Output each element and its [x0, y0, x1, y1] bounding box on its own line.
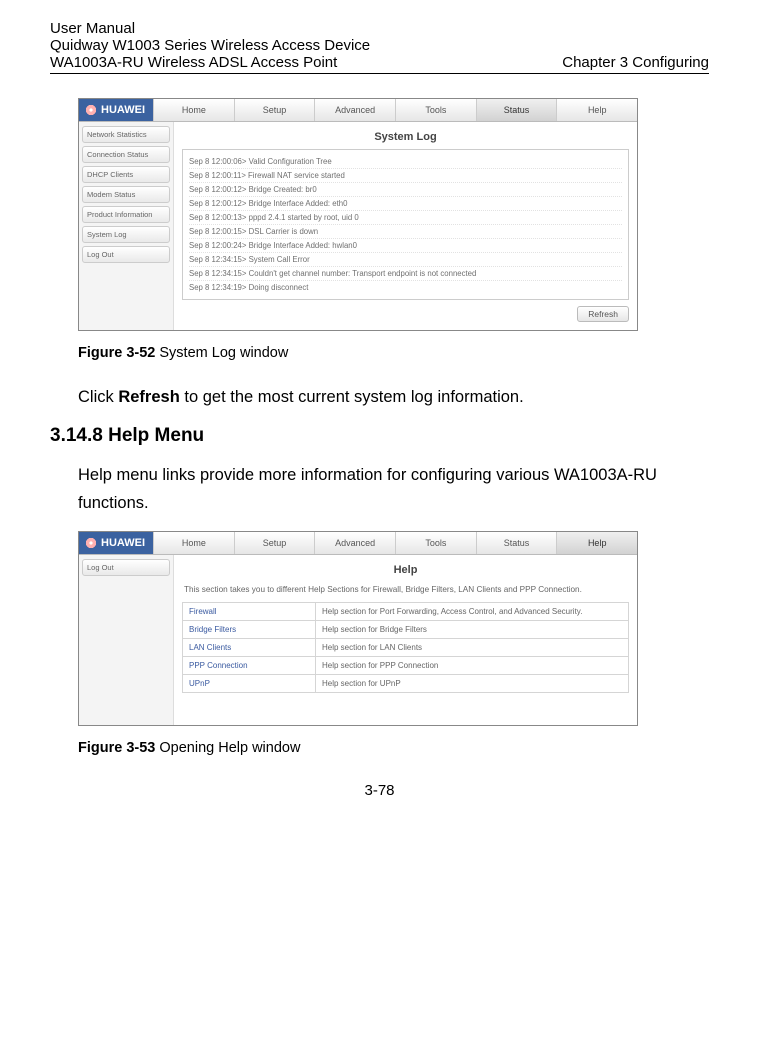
button-row: Refresh — [182, 306, 629, 322]
log-line: Sep 8 12:34:19> Doing disconnect — [189, 281, 622, 294]
table-row: Bridge Filters Help section for Bridge F… — [183, 621, 629, 639]
top-tabs: Home Setup Advanced Tools Status Help — [153, 532, 637, 554]
huawei-logo: HUAWEI — [79, 99, 153, 121]
figure-52-container: HUAWEI Home Setup Advanced Tools Status … — [78, 98, 709, 411]
logo-text: HUAWEI — [101, 104, 145, 116]
header-left: WA1003A-RU Wireless ADSL Access Point — [50, 54, 337, 71]
help-link[interactable]: Bridge Filters — [183, 621, 316, 639]
help-link[interactable]: Firewall — [183, 603, 316, 621]
text: to get the most current system log infor… — [180, 388, 524, 406]
help-desc: Help section for LAN Clients — [316, 639, 629, 657]
figure-number: Figure 3-52 — [78, 345, 155, 361]
figure-title: Opening Help window — [155, 740, 300, 756]
tab-status[interactable]: Status — [476, 99, 557, 121]
header-line-3: WA1003A-RU Wireless ADSL Access Point Ch… — [50, 54, 709, 74]
main-panel: Help This section takes you to different… — [174, 555, 637, 725]
help-desc: Help section for Bridge Filters — [316, 621, 629, 639]
log-line: Sep 8 12:00:24> Bridge Interface Added: … — [189, 239, 622, 253]
huawei-flower-icon — [85, 537, 97, 549]
sidebar-item[interactable]: System Log — [82, 226, 170, 243]
figure-53-caption: Figure 3-53 Opening Help window — [78, 740, 709, 756]
tab-setup[interactable]: Setup — [234, 532, 315, 554]
help-desc: Help section for UPnP — [316, 675, 629, 693]
text: Help menu links provide more information… — [78, 466, 657, 512]
tab-help[interactable]: Help — [556, 532, 637, 554]
tab-advanced[interactable]: Advanced — [314, 99, 395, 121]
refresh-button[interactable]: Refresh — [577, 306, 629, 322]
sidebar-item[interactable]: DHCP Clients — [82, 166, 170, 183]
figure-52-caption: Figure 3-52 System Log window — [78, 345, 709, 361]
refresh-bold: Refresh — [118, 388, 179, 406]
sidebar: Log Out — [79, 555, 174, 725]
header-line-2: Quidway W1003 Series Wireless Access Dev… — [50, 37, 709, 54]
log-line: Sep 8 12:00:06> Valid Configuration Tree — [189, 155, 622, 169]
help-intro-text: This section takes you to different Help… — [182, 582, 629, 602]
huawei-logo: HUAWEI — [79, 532, 153, 554]
tab-advanced[interactable]: Advanced — [314, 532, 395, 554]
system-log-box: Sep 8 12:00:06> Valid Configuration Tree… — [182, 149, 629, 300]
help-desc: Help section for PPP Connection — [316, 657, 629, 675]
tab-help[interactable]: Help — [556, 99, 637, 121]
text: Click — [78, 388, 118, 406]
tab-status[interactable]: Status — [476, 532, 557, 554]
figure-53-container: HUAWEI Home Setup Advanced Tools Status … — [78, 531, 709, 756]
logo-text: HUAWEI — [101, 537, 145, 549]
sidebar-item[interactable]: Connection Status — [82, 146, 170, 163]
screenshot-system-log: HUAWEI Home Setup Advanced Tools Status … — [78, 98, 638, 331]
header-right: Chapter 3 Configuring — [562, 54, 709, 71]
screenshot-body: Log Out Help This section takes you to d… — [79, 555, 637, 725]
section-heading: 3.14.8 Help Menu — [50, 425, 709, 447]
log-line: Sep 8 12:00:12> Bridge Interface Added: … — [189, 197, 622, 211]
sidebar-item[interactable]: Log Out — [82, 246, 170, 263]
top-tabs: Home Setup Advanced Tools Status Help — [153, 99, 637, 121]
help-link[interactable]: LAN Clients — [183, 639, 316, 657]
log-line: Sep 8 12:00:13> pppd 2.4.1 started by ro… — [189, 211, 622, 225]
screenshot-help: HUAWEI Home Setup Advanced Tools Status … — [78, 531, 638, 726]
screenshot-topbar: HUAWEI Home Setup Advanced Tools Status … — [79, 532, 637, 555]
tab-tools[interactable]: Tools — [395, 99, 476, 121]
main-panel: System Log Sep 8 12:00:06> Valid Configu… — [174, 122, 637, 330]
page: User Manual Quidway W1003 Series Wireles… — [0, 0, 759, 829]
tab-home[interactable]: Home — [153, 99, 234, 121]
log-line: Sep 8 12:00:12> Bridge Created: br0 — [189, 183, 622, 197]
sidebar-item[interactable]: Log Out — [82, 559, 170, 576]
sidebar: Network Statistics Connection Status DHC… — [79, 122, 174, 330]
tab-setup[interactable]: Setup — [234, 99, 315, 121]
header-line-1: User Manual — [50, 20, 709, 37]
screenshot-body: Network Statistics Connection Status DHC… — [79, 122, 637, 330]
figure-number: Figure 3-53 — [78, 740, 155, 756]
help-table: Firewall Help section for Port Forwardin… — [182, 602, 629, 693]
huawei-flower-icon — [85, 104, 97, 116]
help-paragraph: Help menu links provide more information… — [78, 461, 709, 517]
figure-title: System Log window — [155, 345, 288, 361]
refresh-paragraph: Click Refresh to get the most current sy… — [78, 383, 709, 411]
sidebar-item[interactable]: Modem Status — [82, 186, 170, 203]
page-number: 3-78 — [50, 782, 709, 799]
tab-home[interactable]: Home — [153, 532, 234, 554]
help-link[interactable]: UPnP — [183, 675, 316, 693]
table-row: Firewall Help section for Port Forwardin… — [183, 603, 629, 621]
log-line: Sep 8 12:00:15> DSL Carrier is down — [189, 225, 622, 239]
log-line: Sep 8 12:34:15> System Call Error — [189, 253, 622, 267]
log-line: Sep 8 12:00:11> Firewall NAT service sta… — [189, 169, 622, 183]
panel-title: Help — [182, 561, 629, 582]
panel-title: System Log — [182, 128, 629, 149]
screenshot-topbar: HUAWEI Home Setup Advanced Tools Status … — [79, 99, 637, 122]
sidebar-item[interactable]: Network Statistics — [82, 126, 170, 143]
table-row: LAN Clients Help section for LAN Clients — [183, 639, 629, 657]
tab-tools[interactable]: Tools — [395, 532, 476, 554]
table-row: UPnP Help section for UPnP — [183, 675, 629, 693]
help-desc: Help section for Port Forwarding, Access… — [316, 603, 629, 621]
sidebar-item[interactable]: Product Information — [82, 206, 170, 223]
help-link[interactable]: PPP Connection — [183, 657, 316, 675]
log-line: Sep 8 12:34:15> Couldn't get channel num… — [189, 267, 622, 281]
running-header: User Manual Quidway W1003 Series Wireles… — [50, 20, 709, 74]
table-row: PPP Connection Help section for PPP Conn… — [183, 657, 629, 675]
